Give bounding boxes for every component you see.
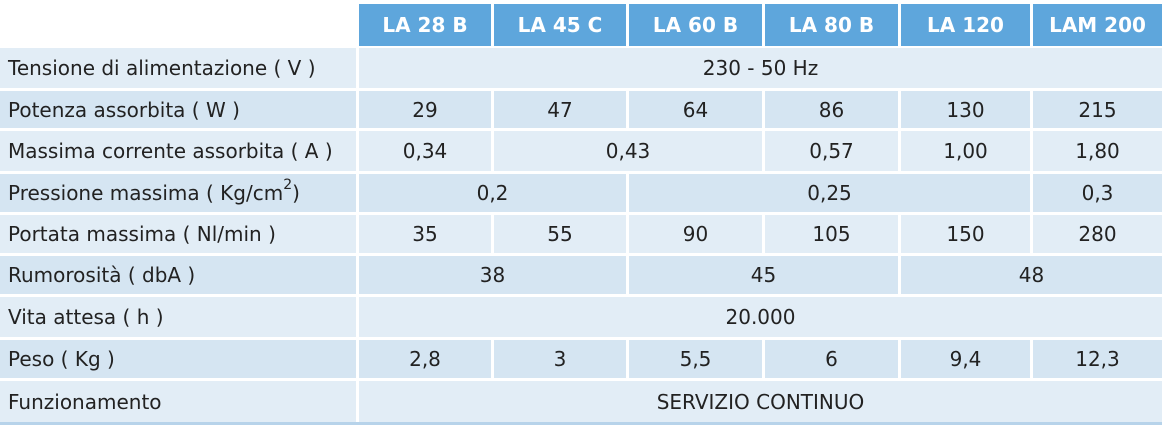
row-label-potenza: Potenza assorbita ( W ) bbox=[0, 91, 356, 128]
row-label-pressione-end: ) bbox=[292, 181, 300, 205]
cell-portata: 280 bbox=[1033, 215, 1162, 253]
row-label-pressione: Pressione massima ( Kg/cm 2) bbox=[0, 174, 356, 212]
cell-potenza: 86 bbox=[765, 91, 898, 128]
cell-portata: 90 bbox=[629, 215, 762, 253]
cell-vita-all: 20.000 bbox=[359, 297, 1162, 337]
row-label-funzionamento: Funzionamento bbox=[0, 381, 356, 422]
cell-potenza: 29 bbox=[359, 91, 491, 128]
header-model-la28b: LA 28 B bbox=[359, 4, 491, 46]
cell-funzionamento-all: SERVIZIO CONTINUO bbox=[359, 381, 1162, 422]
row-label-tensione: Tensione di alimentazione ( V ) bbox=[0, 48, 356, 88]
cell-corrente: 1,00 bbox=[901, 131, 1030, 171]
bottom-border bbox=[0, 422, 1162, 425]
cell-pressione: 0,2 bbox=[359, 174, 626, 212]
row-label-corrente: Massima corrente assorbita ( A ) bbox=[0, 131, 356, 171]
cell-portata: 105 bbox=[765, 215, 898, 253]
cell-peso: 9,4 bbox=[901, 340, 1030, 378]
cell-corrente: 0,57 bbox=[765, 131, 898, 171]
header-model-la45c: LA 45 C bbox=[494, 4, 626, 46]
cell-potenza: 215 bbox=[1033, 91, 1162, 128]
cell-potenza: 130 bbox=[901, 91, 1030, 128]
cell-tensione-all: 230 - 50 Hz bbox=[359, 48, 1162, 88]
cell-rumorosita: 45 bbox=[629, 256, 898, 294]
row-label-peso: Peso ( Kg ) bbox=[0, 340, 356, 378]
cell-potenza: 64 bbox=[629, 91, 762, 128]
cell-peso: 6 bbox=[765, 340, 898, 378]
cell-pressione: 0,3 bbox=[1033, 174, 1162, 212]
cell-rumorosita: 48 bbox=[901, 256, 1162, 294]
cell-potenza: 47 bbox=[494, 91, 626, 128]
row-label-pressione-text: Pressione massima ( Kg/cm bbox=[8, 181, 284, 205]
header-model-la120: LA 120 bbox=[901, 4, 1030, 46]
cell-portata: 150 bbox=[901, 215, 1030, 253]
row-label-portata: Portata massima ( Nl/min ) bbox=[0, 215, 356, 253]
cell-corrente: 1,80 bbox=[1033, 131, 1162, 171]
cell-pressione: 0,25 bbox=[629, 174, 1030, 212]
cell-peso: 2,8 bbox=[359, 340, 491, 378]
row-label-rumorosita: Rumorosità ( dbA ) bbox=[0, 256, 356, 294]
header-model-lam200: LAM 200 bbox=[1033, 4, 1162, 46]
header-blank-cell bbox=[0, 0, 357, 46]
cell-portata: 55 bbox=[494, 215, 626, 253]
cell-rumorosita: 38 bbox=[359, 256, 626, 294]
header-model-la80b: LA 80 B bbox=[765, 4, 898, 46]
row-label-vita: Vita attesa ( h ) bbox=[0, 297, 356, 337]
cell-peso: 3 bbox=[494, 340, 626, 378]
cell-corrente: 0,43 bbox=[494, 131, 762, 171]
cell-peso: 12,3 bbox=[1033, 340, 1162, 378]
cell-peso: 5,5 bbox=[629, 340, 762, 378]
cell-portata: 35 bbox=[359, 215, 491, 253]
header-model-la60b: LA 60 B bbox=[629, 4, 762, 46]
cell-corrente: 0,34 bbox=[359, 131, 491, 171]
